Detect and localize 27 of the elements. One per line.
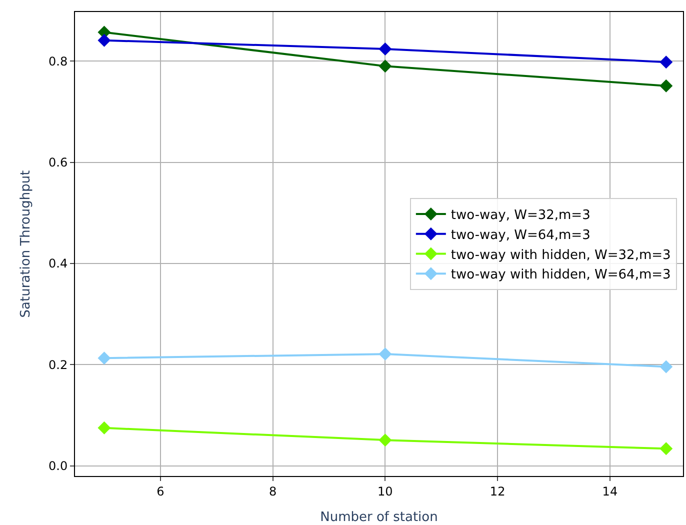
x-tick-label: 12 — [490, 484, 506, 498]
y-tick-label: 0.2 — [48, 358, 68, 372]
point — [378, 434, 392, 447]
point — [378, 60, 392, 73]
point — [378, 42, 392, 56]
y-tick-label: 0.6 — [48, 155, 68, 170]
legend-label: two-way, W=32,m=3 — [450, 208, 590, 224]
x-tick-label: 8 — [268, 484, 277, 498]
point — [660, 360, 673, 374]
x-tick-label: 10 — [378, 484, 393, 498]
legend-label: two-way, W=64,m=3 — [450, 228, 590, 243]
y-tick-label: 0.4 — [48, 256, 68, 271]
y-tick-label: 0.8 — [48, 54, 68, 68]
legend-label: two-way with hidden, W=64,m=3 — [450, 268, 671, 283]
legend-label: two-way with hidden, W=32,m=3 — [450, 248, 671, 263]
y-tick-label: 0.0 — [48, 459, 68, 474]
y-axis-title: Saturation Throughput — [18, 170, 34, 318]
point — [98, 352, 111, 365]
point — [98, 34, 111, 47]
x-tick-label: 6 — [156, 484, 164, 498]
point — [98, 421, 111, 434]
point — [660, 56, 673, 69]
x-tick-label: 14 — [602, 484, 618, 498]
point — [660, 79, 673, 92]
point — [378, 348, 392, 361]
point — [660, 442, 673, 456]
x-axis-title: Number of station — [320, 510, 438, 525]
